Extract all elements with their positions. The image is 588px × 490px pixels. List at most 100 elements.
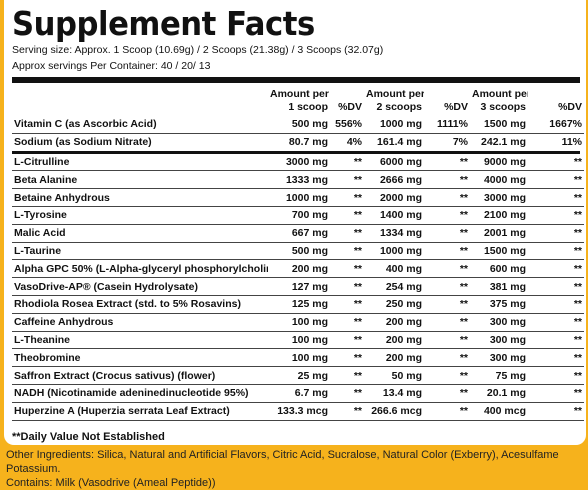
amount-cell: 1000 mg [364,242,424,261]
table-row: Beta Alanine 1333 mg ** 2666 mg ** 4000 mg ** [12,170,584,190]
amount-cell: 100 mg [268,313,330,332]
header-dv-2: %DV [444,101,468,113]
dv-cell: ** [424,153,470,172]
dv-cell: ** [528,206,584,225]
section-divider [12,150,580,154]
table-row: Malic Acid 667 mg ** 1334 mg ** 2001 mg ** [12,224,584,243]
dv-cell: ** [424,331,470,350]
amount-cell: 200 mg [364,348,424,368]
amount-cell: 500 mg [268,242,330,261]
dv-cell: ** [424,206,470,225]
amount-cell: 300 mg [470,313,528,332]
dv-cell: 11% [561,136,582,149]
amount-cell: 3000 mg [470,188,528,207]
ingredient-name: Caffeine Anhydrous [12,313,268,332]
amount-cell: 127 mg [268,277,330,296]
table-row: Betaine Anhydrous 1000 mg ** 2000 mg ** 3000 … [12,188,584,207]
table-row: NADH (Nicotinamide adeninedinucleotide 9… [12,384,584,403]
ingredient-name: L-Theanine [12,331,268,350]
dv-cell: ** [330,384,364,403]
dv-cell: ** [424,277,470,296]
dv-cell: ** [528,313,584,332]
header-amount-2-scoops: Amount per 2 scoops [366,88,424,113]
amount-cell: 242.1 mg [481,136,526,149]
servings-per-container: Approx servings Per Container: 40 / 20/ … [12,60,211,72]
amount-cell: 254 mg [364,277,424,296]
dv-cell: ** [528,295,584,314]
amount-cell: 20.1 mg [470,384,528,403]
dv-cell: ** [528,153,584,172]
dv-cell: ** [330,402,364,421]
dv-cell: ** [330,188,364,207]
dv-cell: ** [424,348,470,368]
amount-cell: 1500 mg [470,116,528,134]
dv-cell: ** [424,170,470,190]
ingredient-name: Saffron Extract (Crocus sativus) (flower… [12,366,268,385]
dv-cell: ** [424,313,470,332]
dv-cell: ** [528,259,584,279]
amount-cell: 50 mg [364,366,424,385]
table-row: VasoDrive-AP® (Casein Hydrolysate) 127 mg… [12,277,584,296]
amount-cell: 100 mg [268,331,330,350]
amount-cell: 80.7 mg [288,136,328,149]
amount-cell: 200 mg [268,259,330,279]
amount-cell: 2100 mg [470,206,528,225]
dv-cell: ** [528,277,584,296]
amount-cell: 4000 mg [470,170,528,190]
dv-cell: ** [528,242,584,261]
other-ingredients-section: Other Ingredients: Silica, Natural and A… [6,448,582,490]
dv-cell: ** [424,384,470,403]
table-row: L-Theanine 100 mg ** 200 mg ** 300 mg ** [12,331,584,350]
amount-cell: 125 mg [268,295,330,314]
ingredient-name: Rhodiola Rosea Extract (std. to 5% Rosav… [12,295,268,314]
amount-cell: 2000 mg [364,188,424,207]
dv-cell: 556% [330,116,364,134]
other-ingredients: Other Ingredients: Silica, Natural and A… [6,449,559,475]
amount-cell: 250 mg [364,295,424,314]
dv-cell: ** [330,224,364,243]
amount-cell: 1000 mg [268,188,330,207]
amount-cell: 13.4 mg [364,384,424,403]
amount-cell: 6.7 mg [268,384,330,403]
amount-cell: 1400 mg [364,206,424,225]
header-blank [12,86,268,116]
amount-cell: 381 mg [470,277,528,296]
ingredient-name: Sodium (as Sodium Nitrate) [14,136,152,149]
dv-cell: ** [424,295,470,314]
table-row: L-Taurine 500 mg ** 1000 mg ** 1500 mg ** [12,242,584,261]
ingredient-name: L-Citrulline [12,153,268,172]
dv-cell: ** [330,277,364,296]
dv-cell: 1111% [424,116,470,134]
dv-cell: ** [424,188,470,207]
daily-value-footnote: **Daily Value Not Established [12,430,165,443]
amount-cell: 1000 mg [364,116,424,134]
dv-cell: 7% [452,136,468,149]
dv-cell: ** [424,366,470,385]
amount-cell: 2001 mg [470,224,528,243]
dv-cell: ** [330,206,364,225]
dv-cell: ** [424,402,470,421]
dv-cell: ** [528,384,584,403]
ingredient-name: Betaine Anhydrous [12,188,268,207]
ingredient-name: Alpha GPC 50% (L-Alpha-glyceryl phosphor… [12,259,268,279]
table-row: Vitamin C (as Ascorbic Acid) 500 mg 556% 10… [12,116,584,134]
amount-cell: 75 mg [470,366,528,385]
thick-divider [12,77,580,83]
table-row: Alpha GPC 50% (L-Alpha-glyceryl phosphor… [12,259,584,279]
dv-cell: ** [424,259,470,279]
dv-cell: ** [330,366,364,385]
amount-cell: 161.4 mg [377,136,422,149]
facts-table: Amount per 1 scoop %DV Amount per 2 scoops… [12,86,584,151]
amount-cell: 600 mg [470,259,528,279]
table-header-row: Amount per 1 scoop %DV Amount per 2 scoops… [12,86,584,116]
header-dv-1: %DV [338,101,362,113]
dv-cell: ** [330,259,364,279]
amount-cell: 1334 mg [364,224,424,243]
ingredient-name: L-Taurine [12,242,268,261]
amount-cell: 667 mg [268,224,330,243]
amount-cell: 400 mcg [470,402,528,421]
header-amount-3-scoops: Amount per 3 scoops [472,88,528,113]
amount-cell: 3000 mg [268,153,330,172]
dv-cell: ** [528,402,584,421]
ingredient-name: Malic Acid [12,224,268,243]
